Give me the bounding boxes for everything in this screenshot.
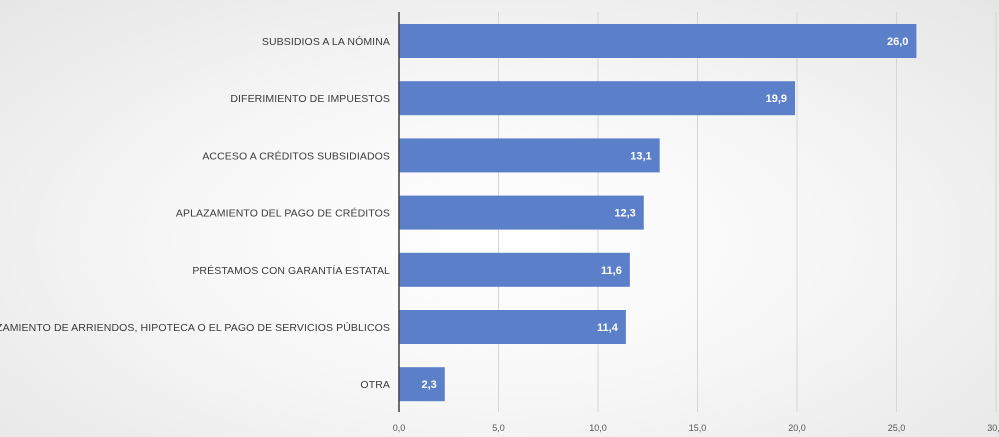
gridlines — [498, 12, 997, 412]
bar — [399, 138, 660, 173]
bar — [399, 367, 445, 402]
category-labels: SUBSIDIOS A LA NÓMINA DIFERIMIENTO DE IMP… — [0, 35, 390, 391]
x-tick-label: 20,0 — [788, 423, 806, 433]
category-label: PRÉSTAMOS CON GARANTÍA ESTATAL — [192, 264, 390, 277]
x-tick-label: 15,0 — [689, 423, 707, 433]
category-label: DIFERIMIENTO DE IMPUESTOS — [230, 93, 390, 105]
data-label: 11,4 — [597, 322, 619, 334]
x-tick-label: 10,0 — [589, 423, 607, 433]
x-tick-label: 30,0 — [987, 423, 999, 433]
bar — [399, 81, 796, 116]
data-label: 12,3 — [614, 208, 635, 220]
data-label: 2,3 — [421, 379, 436, 391]
bar — [399, 195, 644, 230]
category-label: APLAZAMIENTO DE ARRIENDOS, HIPOTECA O EL… — [0, 321, 390, 334]
category-label: APLAZAMIENTO DEL PAGO DE CRÉDITOS — [176, 207, 390, 220]
bar — [399, 310, 626, 344]
data-label: 19,9 — [766, 93, 787, 105]
category-label: OTRA — [360, 379, 390, 391]
bar — [399, 252, 630, 287]
data-label: 11,6 — [601, 265, 622, 277]
x-tick-label: 5,0 — [492, 423, 505, 433]
x-tick-label: 0,0 — [393, 423, 406, 433]
bars — [399, 24, 917, 402]
data-label: 13,1 — [630, 150, 651, 162]
data-label: 26,0 — [887, 36, 908, 48]
value-labels: 26,0 19,9 13,1 12,3 11,6 11,4 2,3 — [421, 36, 908, 391]
x-tick-label: 25,0 — [888, 423, 906, 433]
bar — [399, 24, 917, 58]
x-tick-labels: 0,0 5,0 10,0 15,0 20,0 25,0 30,0 — [393, 423, 999, 433]
category-label: SUBSIDIOS A LA NÓMINA — [262, 35, 390, 48]
category-label: ACCESO A CRÉDITOS SUBSIDIADOS — [202, 149, 390, 162]
